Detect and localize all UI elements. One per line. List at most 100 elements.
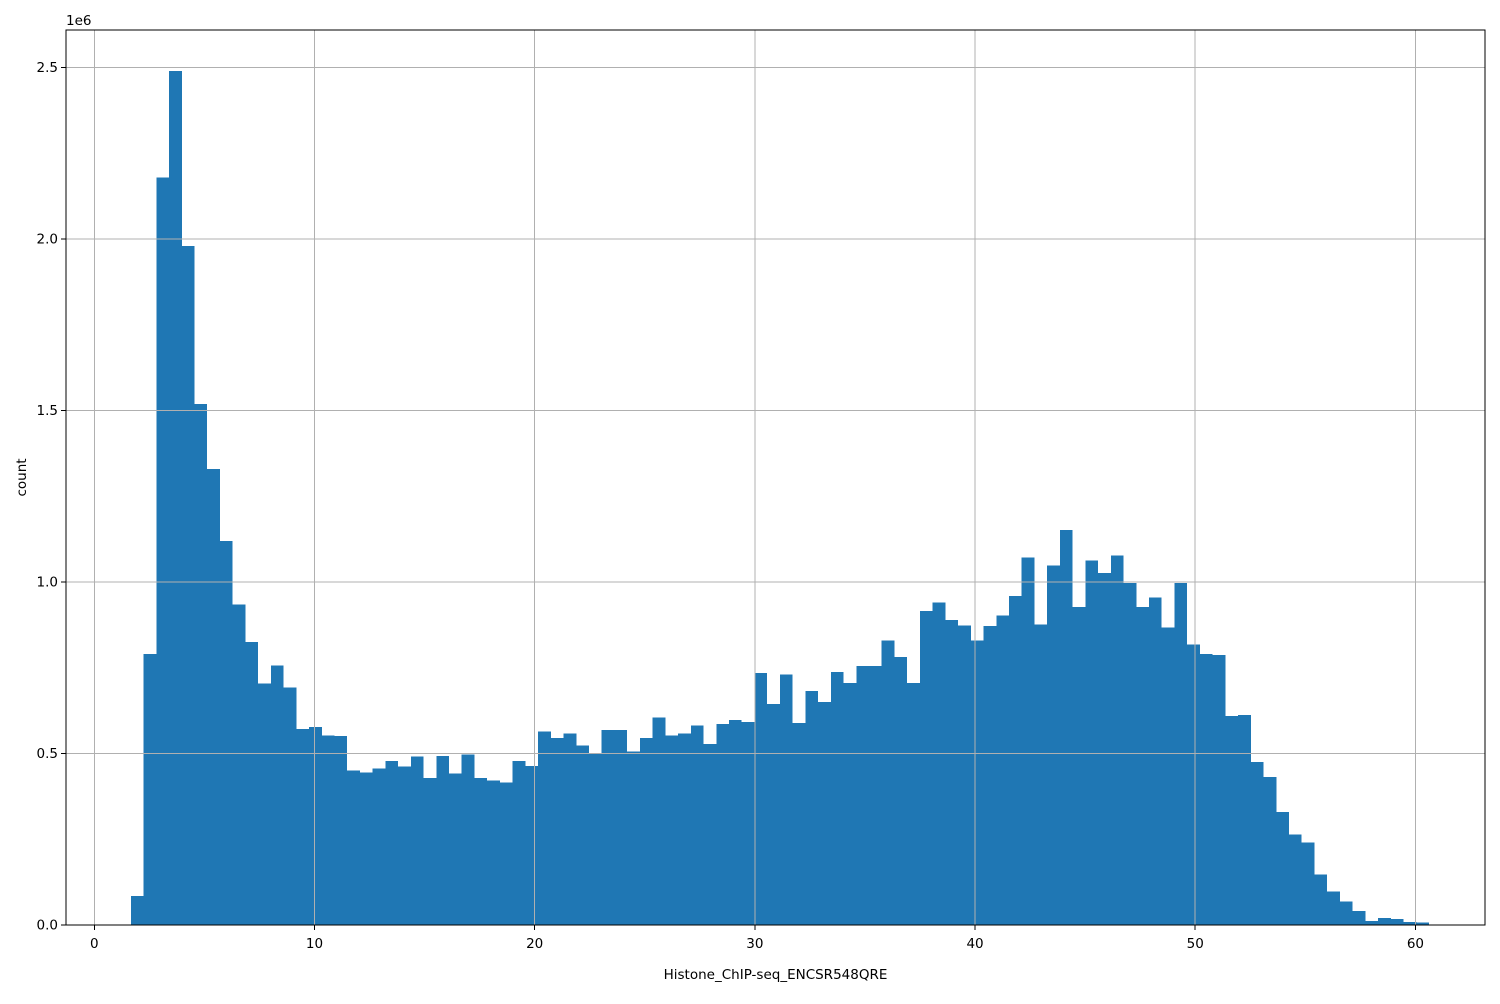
histogram-bar xyxy=(1263,776,1277,925)
histogram-bar xyxy=(741,722,755,925)
histogram-bar xyxy=(207,468,220,925)
histogram-bar xyxy=(1365,920,1379,925)
x-axis-ticks: 0 10 20 30 40 50 60 xyxy=(90,925,1424,952)
histogram-bar xyxy=(983,625,997,925)
histogram-bar xyxy=(423,778,437,925)
histogram-bar xyxy=(589,753,602,925)
histogram-bar xyxy=(283,687,297,925)
histogram-bar xyxy=(881,640,895,925)
histogram-bar xyxy=(639,737,653,925)
histogram-bar xyxy=(1301,842,1315,925)
histogram-bar xyxy=(1238,714,1251,925)
histogram-bar xyxy=(1148,597,1162,925)
histogram-bar xyxy=(296,729,310,925)
x-tick-label: 0 xyxy=(90,936,99,952)
histogram-bar xyxy=(181,246,195,925)
histogram-bar xyxy=(767,703,780,925)
y-axis-ticks: 0.0 0.5 1.0 1.5 2.0 2.5 xyxy=(37,60,66,934)
histogram-bar xyxy=(1288,834,1302,925)
x-tick-label: 50 xyxy=(1187,936,1204,952)
histogram-bar xyxy=(194,403,208,925)
histogram-bar xyxy=(945,619,959,925)
histogram-bar xyxy=(1225,715,1239,925)
histogram-bar xyxy=(716,724,730,925)
histogram-bar xyxy=(1352,910,1366,925)
plot-border xyxy=(65,29,1486,926)
histogram-bar xyxy=(1199,654,1213,925)
histogram-bar xyxy=(410,756,424,925)
histogram-bar xyxy=(856,666,870,925)
histogram-bar xyxy=(1059,529,1073,925)
histogram-bar xyxy=(601,730,615,925)
y-axis-label: count xyxy=(14,458,30,496)
histogram-bar xyxy=(907,682,920,925)
histogram-bar xyxy=(1212,654,1226,925)
histogram-bar xyxy=(309,727,322,925)
y-tick-label: 0.5 xyxy=(37,746,58,762)
histogram-bar xyxy=(830,671,844,925)
x-tick-label: 60 xyxy=(1407,936,1424,952)
histogram-bar xyxy=(1276,811,1289,925)
histogram-bar xyxy=(143,654,157,925)
y-tick-label: 1.5 xyxy=(37,403,58,419)
histogram-bar xyxy=(792,723,806,925)
histogram-bar xyxy=(996,615,1009,925)
histogram-bar xyxy=(1110,555,1124,925)
histogram-bar xyxy=(512,760,526,925)
histogram-bar xyxy=(169,71,182,925)
histogram-bar xyxy=(665,735,679,925)
histogram-bar xyxy=(1378,917,1391,925)
histogram-bar xyxy=(372,768,386,925)
histogram-bar xyxy=(359,772,373,925)
histogram-bar xyxy=(754,672,768,925)
histogram-bar xyxy=(805,690,819,925)
histogram-bar xyxy=(449,773,462,925)
histogram-bar xyxy=(919,610,933,925)
histogram-bar xyxy=(461,754,475,925)
histogram-bar xyxy=(1021,557,1035,925)
histogram-bar xyxy=(818,701,831,925)
histogram-bar xyxy=(499,782,513,925)
histogram-bar xyxy=(538,731,551,925)
histogram-bar xyxy=(525,765,539,925)
y-tick-label: 2.5 xyxy=(37,60,58,76)
histogram-bar xyxy=(1339,901,1353,925)
y-tick-label: 1.0 xyxy=(37,575,58,591)
histogram-bar xyxy=(1250,761,1264,925)
histogram-bar xyxy=(232,604,246,925)
histogram-bar xyxy=(487,780,500,925)
histogram-bar xyxy=(1161,627,1175,925)
histogram-bar xyxy=(321,735,335,925)
histogram-bar xyxy=(932,602,946,925)
histogram-bar xyxy=(678,733,691,925)
histogram-bar xyxy=(219,540,233,925)
histogram-bar xyxy=(703,743,717,925)
x-tick-label: 20 xyxy=(526,936,543,952)
histogram-bar xyxy=(1098,573,1111,925)
histogram-bar xyxy=(690,725,704,925)
histogram-bar xyxy=(474,778,488,925)
histogram-bar xyxy=(1314,874,1328,925)
histogram-bar xyxy=(779,674,793,925)
histogram-bar xyxy=(347,770,360,925)
y-axis-offset-label: 1e6 xyxy=(66,13,91,29)
histogram-bar xyxy=(1072,606,1086,925)
histogram-bar xyxy=(1403,921,1417,925)
histogram-bar xyxy=(729,719,742,925)
histogram-bar xyxy=(614,730,628,925)
histogram-bar xyxy=(1085,560,1099,925)
histogram-bar xyxy=(156,177,170,925)
histogram-bar xyxy=(245,641,259,925)
x-tick-label: 10 xyxy=(306,936,323,952)
histogram-bar xyxy=(258,683,271,925)
histogram-bar xyxy=(1416,922,1429,925)
histogram-bar xyxy=(894,656,908,925)
histogram-bar xyxy=(1009,595,1022,925)
histogram-bar xyxy=(334,736,348,925)
histogram-bar xyxy=(1390,918,1404,925)
x-tick-label: 30 xyxy=(746,936,763,952)
histogram-bar xyxy=(436,755,450,925)
histogram-bar xyxy=(970,640,984,925)
histogram-bar xyxy=(576,745,590,925)
